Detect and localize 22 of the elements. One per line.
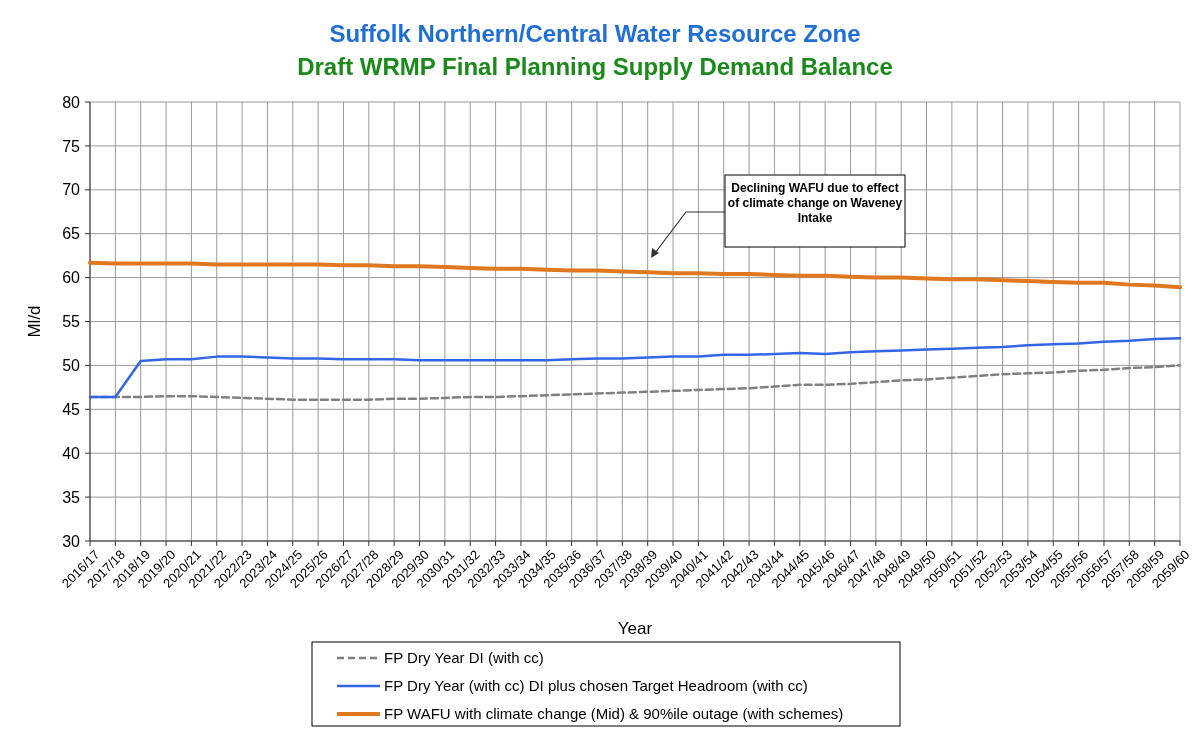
legend-label: FP Dry Year DI (with cc): [384, 649, 544, 667]
y-tick-label: 75: [62, 137, 81, 155]
y-tick-label: 70: [62, 181, 81, 199]
annotation: Declining WAFU due to effect of climate change on Waveney Intake: [727, 181, 903, 225]
y-tick-label: 35: [62, 488, 81, 506]
line-series: [88, 336, 1182, 399]
chart-subtitle: Draft WRMP Final Planning Supply Demand Balance: [297, 53, 893, 80]
legend-label: FP Dry Year (with cc) DI plus chosen Target Headroom (with cc): [384, 677, 808, 695]
y-tick-label: 60: [62, 269, 81, 287]
y-tick-label: 50: [62, 357, 81, 374]
y-axis-title: Ml/d: [25, 305, 44, 338]
y-tick-label: 40: [62, 444, 81, 462]
line-series: [88, 260, 1182, 290]
chart-title: Suffolk Northern/Central Water Resource Zone: [329, 20, 861, 47]
y-tick-label: 80: [62, 93, 81, 111]
x-axis-title: Year: [617, 619, 653, 638]
y-tick-label: 30: [62, 532, 81, 550]
y-tick-label: 65: [62, 225, 81, 243]
y-tick-label: 45: [62, 400, 81, 418]
callout-box: Declining WAFU due to effect of climate change on Waveney Intake: [724, 174, 906, 248]
y-tick-label: 55: [62, 313, 81, 331]
legend-label: FP WAFU with climate change (Mid) & 90%ile outage (with schemes): [384, 705, 844, 723]
